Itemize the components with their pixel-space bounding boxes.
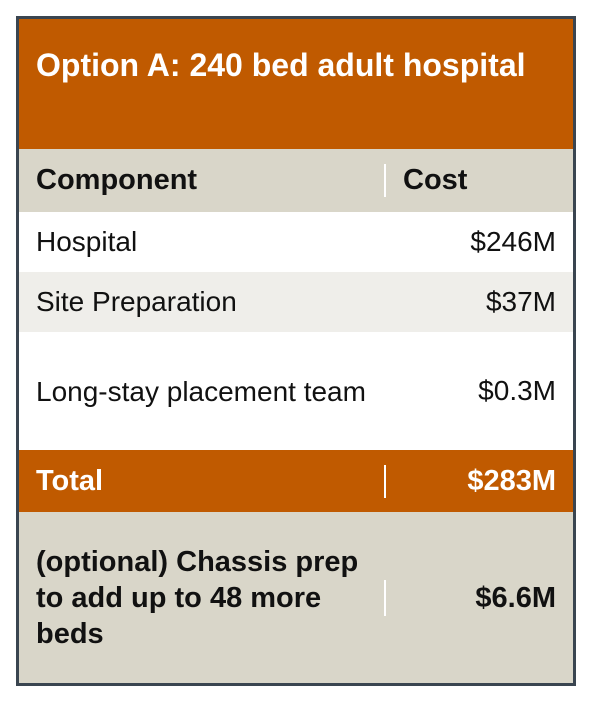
table-row: Site Preparation $37M bbox=[19, 272, 573, 332]
total-cost: $283M bbox=[384, 464, 573, 498]
optional-label: (optional) Chassis prep to add up to 48 … bbox=[36, 545, 359, 650]
header-component: Component bbox=[36, 164, 198, 196]
row-component: Site Preparation bbox=[36, 286, 237, 317]
cost-table: Option A: 240 bed adult hospital Compone… bbox=[16, 16, 576, 686]
total-label: Total bbox=[36, 464, 104, 497]
row-cost: $37M bbox=[485, 286, 556, 317]
row-component: Hospital bbox=[36, 226, 138, 257]
table-title: Option A: 240 bed adult hospital bbox=[19, 19, 573, 149]
table-row: Hospital $246M bbox=[19, 212, 573, 272]
table-header-row: Component Cost bbox=[19, 149, 573, 212]
row-cost: $246M bbox=[470, 226, 556, 257]
optional-row: (optional) Chassis prep to add up to 48 … bbox=[19, 512, 573, 683]
optional-cost: $6.6M bbox=[384, 579, 573, 616]
row-component: Long-stay placement team bbox=[36, 375, 366, 407]
total-row: Total $283M bbox=[19, 450, 573, 512]
row-cost: $0.3M bbox=[478, 375, 556, 406]
table-row: Long-stay placement team $0.3M bbox=[19, 332, 573, 450]
header-cost: Cost bbox=[384, 164, 573, 197]
